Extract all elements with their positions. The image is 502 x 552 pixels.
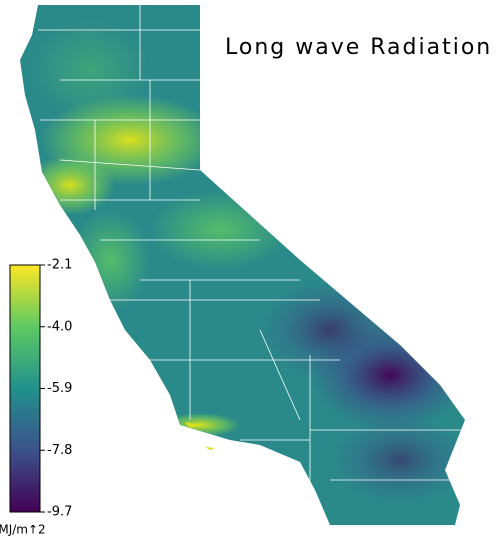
colorbar-tick-label: -2.1 bbox=[47, 258, 72, 273]
colorbar-tick-label: -4.0 bbox=[47, 319, 72, 334]
colorbar-tick-label: -5.9 bbox=[47, 381, 72, 396]
map-title: Long wave Radiation bbox=[225, 35, 492, 60]
islands bbox=[185, 422, 215, 450]
county-lines bbox=[38, 5, 470, 525]
colorbar bbox=[9, 264, 41, 513]
colorbar-unit: MJ/m↑2 bbox=[0, 523, 46, 537]
colorbar-tick-label: -9.7 bbox=[47, 505, 72, 520]
colorbar-tick-label: -7.8 bbox=[47, 443, 72, 458]
